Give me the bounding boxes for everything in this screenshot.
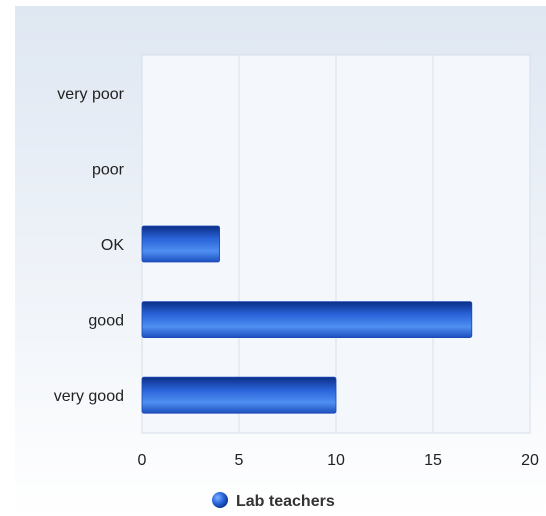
legend-marker (212, 492, 228, 508)
x-axis-labels: 0 5 10 15 20 (138, 452, 539, 469)
y-category-label-0: very poor (57, 86, 124, 103)
y-category-label-3: good (88, 313, 124, 330)
x-tick-label-20: 20 (521, 452, 539, 469)
bar-2 (141, 225, 220, 263)
y-category-label-1: poor (92, 161, 125, 178)
grid-lines (238, 55, 434, 433)
bar-3 (141, 301, 473, 339)
x-tick-label-10: 10 (327, 452, 345, 469)
y-category-label-2: OK (101, 237, 124, 254)
y-category-label-4: very good (54, 388, 124, 405)
legend: Lab teachers (212, 492, 335, 510)
x-tick-label-5: 5 (235, 452, 244, 469)
x-tick-label-15: 15 (424, 452, 442, 469)
y-axis-labels: very poor poor OK good very good (54, 86, 125, 405)
bar-4 (141, 376, 337, 414)
bars (141, 225, 473, 414)
legend-label: Lab teachers (236, 493, 335, 510)
x-tick-label-0: 0 (138, 452, 147, 469)
